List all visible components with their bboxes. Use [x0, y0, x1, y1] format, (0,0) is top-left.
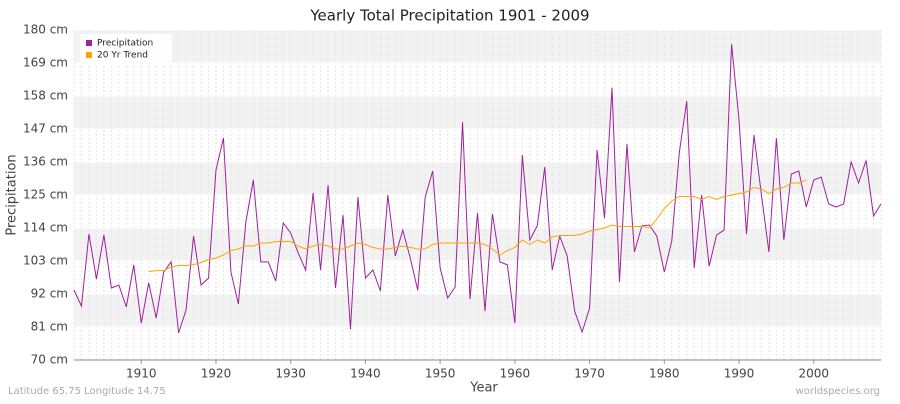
grid-band [74, 96, 881, 129]
legend-box [80, 34, 172, 64]
y-tick-label: 180 cm [23, 23, 68, 37]
y-tick-label: 158 cm [23, 89, 68, 103]
legend-swatch [86, 40, 92, 46]
x-tick-label: 1970 [574, 367, 605, 381]
x-tick-label: 1980 [649, 367, 680, 381]
y-tick-label: 125 cm [23, 188, 68, 202]
x-tick-label: 1990 [724, 367, 755, 381]
x-tick-label: 1910 [126, 367, 157, 381]
y-tick-label: 103 cm [23, 254, 68, 268]
series-line [73, 44, 882, 334]
x-tick-label: 1940 [350, 367, 381, 381]
y-tick-label: 114 cm [23, 221, 68, 235]
x-axis-label: Year [469, 381, 498, 396]
legend-label: 20 Yr Trend [97, 51, 148, 61]
x-tick-label: 2000 [798, 367, 829, 381]
y-tick-label: 136 cm [23, 155, 68, 169]
y-tick-label: 147 cm [23, 122, 68, 136]
chart-title: Yearly Total Precipitation 1901 - 2009 [309, 7, 589, 25]
y-tick-label: 70 cm [31, 353, 68, 367]
footer-left: Latitude 65.75 Longitude 14.75 [8, 386, 166, 397]
legend-swatch [86, 52, 92, 58]
x-tick-label: 1950 [425, 367, 456, 381]
y-tick-label: 81 cm [31, 320, 68, 334]
y-tick-label: 92 cm [31, 287, 68, 301]
series-line [148, 179, 807, 272]
x-tick-label: 1930 [275, 367, 306, 381]
x-tick-label: 1920 [201, 367, 232, 381]
y-tick-label: 169 cm [23, 56, 68, 70]
legend-label: Precipitation [97, 39, 153, 49]
y-axis-label: Precipitation [5, 154, 20, 235]
footer-right: worldspecies.org [796, 386, 880, 397]
x-tick-label: 1960 [500, 367, 531, 381]
